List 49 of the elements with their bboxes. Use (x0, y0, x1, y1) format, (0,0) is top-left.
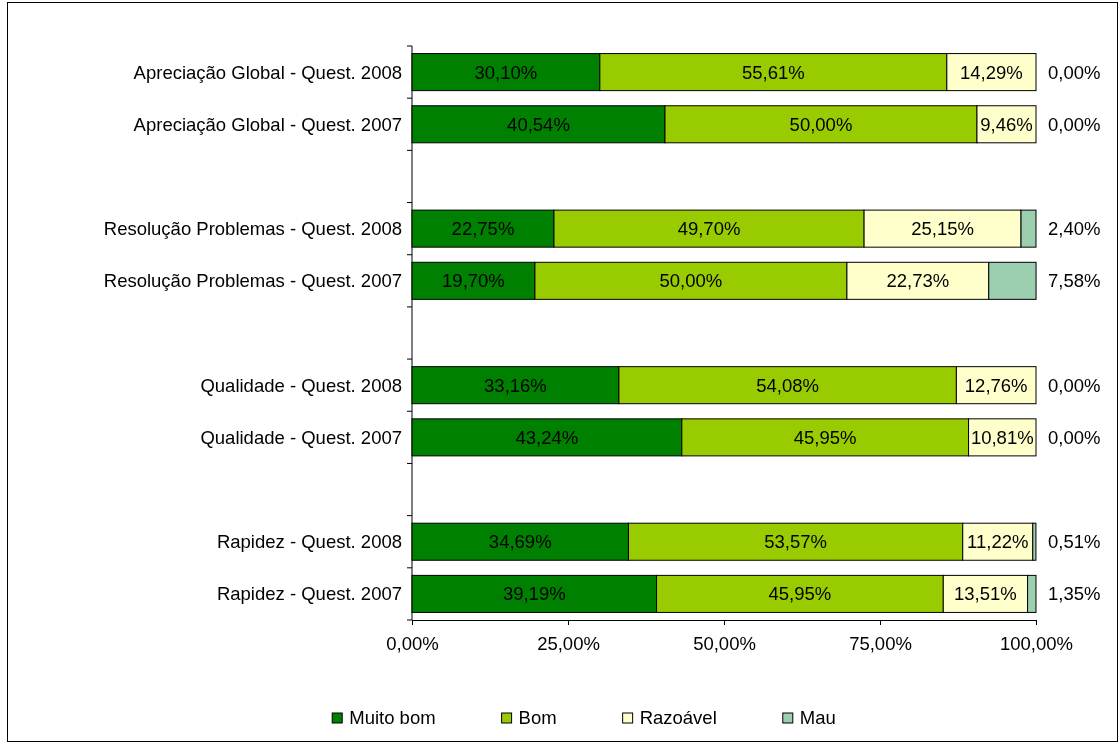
data-label: 14,29% (960, 61, 1023, 83)
y-tick-label: Resolução Problemas - Quest. 2007 (103, 270, 402, 292)
y-tick-label: Qualidade - Quest. 2008 (200, 374, 402, 396)
data-label: 55,61% (741, 61, 805, 83)
legend-label: Mau (799, 707, 836, 729)
data-label: 12,76% (964, 374, 1028, 396)
y-tick-label: Resolução Problemas - Quest. 2008 (103, 218, 402, 240)
x-tick-label: 50,00% (693, 633, 756, 655)
data-label: 50,00% (659, 270, 723, 292)
data-label: 0,00% (1048, 426, 1101, 448)
data-label: 0,00% (1048, 61, 1101, 83)
data-label: 45,95% (793, 426, 857, 448)
data-label: 45,95% (768, 583, 832, 605)
x-tick-label: 100,00% (999, 633, 1074, 655)
data-label: 22,75% (451, 218, 515, 240)
y-tick-label: Apreciação Global - Quest. 2008 (133, 61, 402, 83)
data-label: 2,40% (1048, 218, 1101, 240)
data-label: 0,00% (1048, 113, 1101, 135)
y-tick-label: Rapidez - Quest. 2007 (216, 583, 402, 605)
data-label: 0,00% (1048, 374, 1101, 396)
data-label: 1,35% (1048, 583, 1101, 605)
data-label: 9,46% (980, 113, 1033, 135)
data-label: 13,51% (954, 583, 1017, 605)
data-label: 10,81% (970, 426, 1034, 448)
x-tick-label: 0,00% (386, 633, 439, 655)
data-label: 40,54% (507, 113, 570, 135)
data-label: 30,10% (474, 61, 538, 83)
data-label: 19,70% (442, 270, 505, 292)
data-label: 0,51% (1048, 531, 1101, 553)
legend-label: Bom (518, 707, 557, 729)
data-label: 22,73% (886, 270, 950, 292)
y-tick-label: Qualidade - Quest. 2007 (200, 426, 402, 448)
data-label: 25,15% (911, 218, 974, 240)
y-tick-label: Rapidez - Quest. 2008 (216, 531, 402, 553)
data-label: 33,16% (484, 374, 547, 396)
data-label: 34,69% (488, 531, 552, 553)
data-label: 53,57% (764, 531, 827, 553)
data-label: 43,24% (515, 426, 579, 448)
x-tick-label: 75,00% (849, 633, 912, 655)
data-label: 50,00% (789, 113, 853, 135)
y-tick-label: Apreciação Global - Quest. 2007 (133, 113, 402, 135)
data-label: 11,22% (967, 531, 1029, 553)
legend-label: Razoável (639, 707, 717, 729)
data-label: 39,19% (502, 583, 566, 605)
data-label: 54,08% (756, 374, 820, 396)
legend-label: Muito bom (349, 707, 436, 729)
x-tick-label: 25,00% (537, 633, 600, 655)
data-label: 49,70% (677, 218, 741, 240)
data-label: 7,58% (1048, 270, 1101, 292)
